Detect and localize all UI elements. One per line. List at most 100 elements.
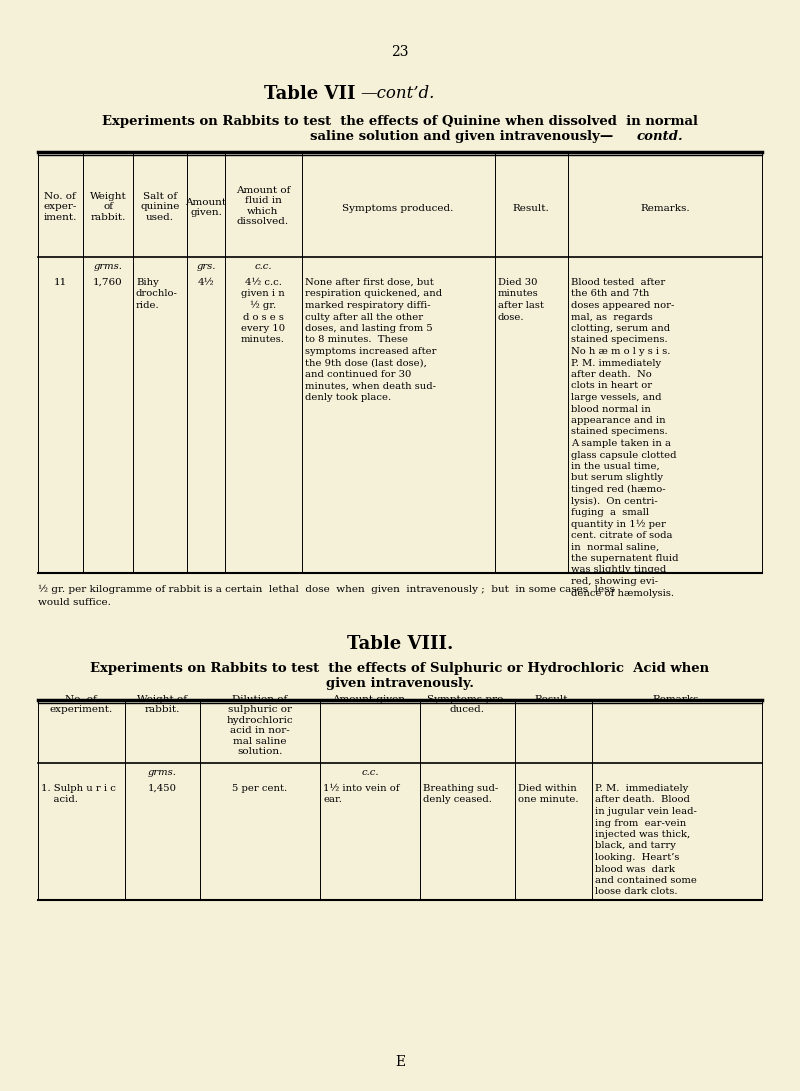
Text: Remarks.: Remarks. <box>640 204 690 213</box>
Text: appearance and in: appearance and in <box>571 416 666 425</box>
Text: 4½ c.c.: 4½ c.c. <box>245 278 282 287</box>
Text: Symptoms produced.: Symptoms produced. <box>342 204 454 213</box>
Text: dose.: dose. <box>498 312 525 322</box>
Text: 1,760: 1,760 <box>93 278 123 287</box>
Text: quantity in 1½ per: quantity in 1½ per <box>571 519 666 529</box>
Text: 5 per cent.: 5 per cent. <box>233 784 287 793</box>
Text: loose dark clots.: loose dark clots. <box>595 887 678 897</box>
Text: ing from  ear-vein: ing from ear-vein <box>595 818 686 827</box>
Text: No. of
exper-
iment.: No. of exper- iment. <box>43 192 77 221</box>
Text: grms.: grms. <box>147 768 177 777</box>
Text: was slightly tinged: was slightly tinged <box>571 565 666 575</box>
Text: in  normal saline,: in normal saline, <box>571 542 659 551</box>
Text: given i n: given i n <box>241 289 285 299</box>
Text: the 9th dose (last dose),: the 9th dose (last dose), <box>305 359 427 368</box>
Text: 1. Sulph u r i c: 1. Sulph u r i c <box>41 784 116 793</box>
Text: acid.: acid. <box>41 795 78 804</box>
Text: d o s e s: d o s e s <box>242 312 283 322</box>
Text: A sample taken in a: A sample taken in a <box>571 439 671 448</box>
Text: 11: 11 <box>54 278 66 287</box>
Text: to 8 minutes.  These: to 8 minutes. These <box>305 336 408 345</box>
Text: 1,450: 1,450 <box>147 784 177 793</box>
Text: saline solution and given intravenously—: saline solution and given intravenously— <box>310 130 614 143</box>
Text: Salt of
quinine
used.: Salt of quinine used. <box>140 192 180 221</box>
Text: No h æ m o l y s i s.: No h æ m o l y s i s. <box>571 347 670 356</box>
Text: ride.: ride. <box>136 301 160 310</box>
Text: after last: after last <box>498 301 544 310</box>
Text: blood normal in: blood normal in <box>571 405 651 413</box>
Text: clots in heart or: clots in heart or <box>571 382 652 391</box>
Text: symptoms increased after: symptoms increased after <box>305 347 437 356</box>
Text: in the usual time,: in the usual time, <box>571 461 660 471</box>
Text: cent. citrate of soda: cent. citrate of soda <box>571 531 673 540</box>
Text: would suffice.: would suffice. <box>38 598 111 607</box>
Text: but serum slightly: but serum slightly <box>571 473 663 482</box>
Text: —cont’d.: —cont’d. <box>360 85 434 101</box>
Text: one minute.: one minute. <box>518 795 578 804</box>
Text: injected was thick,: injected was thick, <box>595 830 690 839</box>
Text: the 6th and 7th: the 6th and 7th <box>571 289 650 299</box>
Text: lysis).  On centri-: lysis). On centri- <box>571 496 658 505</box>
Text: mal, as  regards: mal, as regards <box>571 312 653 322</box>
Text: Experiments on Rabbits to test  the effects of Quinine when dissolved  in normal: Experiments on Rabbits to test the effec… <box>102 115 698 128</box>
Text: large vessels, and: large vessels, and <box>571 393 662 401</box>
Text: Weight
of
rabbit.: Weight of rabbit. <box>90 192 126 221</box>
Text: Bihy: Bihy <box>136 278 158 287</box>
Text: and continued for 30: and continued for 30 <box>305 370 411 379</box>
Text: P. M.  immediately: P. M. immediately <box>595 784 688 793</box>
Text: P. M. immediately: P. M. immediately <box>571 359 661 368</box>
Text: stained specimens.: stained specimens. <box>571 336 668 345</box>
Text: Amount of
fluid in
which
dissolved.: Amount of fluid in which dissolved. <box>236 185 290 226</box>
Text: Died within: Died within <box>518 784 577 793</box>
Text: 4½: 4½ <box>198 278 214 287</box>
Text: 23: 23 <box>391 45 409 59</box>
Text: c.c.: c.c. <box>362 768 378 777</box>
Text: ½ gr. per kilogramme of rabbit is a certain  lethal  dose  when  given  intraven: ½ gr. per kilogramme of rabbit is a cert… <box>38 585 615 595</box>
Text: 1½ into vein of: 1½ into vein of <box>323 784 399 793</box>
Text: grs.: grs. <box>196 262 216 271</box>
Text: tinged red (hæmo-: tinged red (hæmo- <box>571 485 666 494</box>
Text: None after first dose, but: None after first dose, but <box>305 278 434 287</box>
Text: the supernatent fluid: the supernatent fluid <box>571 554 678 563</box>
Text: and contained some: and contained some <box>595 876 697 885</box>
Text: culty after all the other: culty after all the other <box>305 312 423 322</box>
Text: Result.: Result. <box>534 695 571 704</box>
Text: respiration quickened, and: respiration quickened, and <box>305 289 442 299</box>
Text: denly took place.: denly took place. <box>305 393 391 401</box>
Text: in jugular vein lead-: in jugular vein lead- <box>595 807 697 816</box>
Text: ½ gr.: ½ gr. <box>250 301 276 310</box>
Text: Blood tested  after: Blood tested after <box>571 278 666 287</box>
Text: Breathing sud-: Breathing sud- <box>423 784 498 793</box>
Text: Experiments on Rabbits to test  the effects of Sulphuric or Hydrochloric  Acid w: Experiments on Rabbits to test the effec… <box>90 662 710 675</box>
Text: Amount
given.: Amount given. <box>186 197 226 217</box>
Text: ear.: ear. <box>323 795 342 804</box>
Text: red, showing evi-: red, showing evi- <box>571 577 658 586</box>
Text: grms.: grms. <box>94 262 122 271</box>
Text: Amount given.: Amount given. <box>332 695 408 704</box>
Text: minutes.: minutes. <box>241 336 285 345</box>
Text: Died 30: Died 30 <box>498 278 538 287</box>
Text: c.c.: c.c. <box>254 262 272 271</box>
Text: No. of
experiment.: No. of experiment. <box>50 695 113 715</box>
Text: Table VII: Table VII <box>263 85 355 103</box>
Text: Table VIII.: Table VIII. <box>347 635 453 654</box>
Text: minutes: minutes <box>498 289 538 299</box>
Text: minutes, when death sud-: minutes, when death sud- <box>305 382 436 391</box>
Text: given intravenously.: given intravenously. <box>326 678 474 690</box>
Text: Weight of
rabbit.: Weight of rabbit. <box>137 695 187 715</box>
Text: every 10: every 10 <box>241 324 285 333</box>
Text: stained specimens.: stained specimens. <box>571 428 668 436</box>
Text: doses appeared nor-: doses appeared nor- <box>571 301 674 310</box>
Text: dence of hæmolysis.: dence of hæmolysis. <box>571 588 674 598</box>
Text: looking.  Heart’s: looking. Heart’s <box>595 853 679 862</box>
Text: drochlo-: drochlo- <box>136 289 178 299</box>
Text: denly ceased.: denly ceased. <box>423 795 492 804</box>
Text: after death.  No: after death. No <box>571 370 652 379</box>
Text: glass capsule clotted: glass capsule clotted <box>571 451 677 459</box>
Text: contd.: contd. <box>637 130 684 143</box>
Text: marked respiratory diffi-: marked respiratory diffi- <box>305 301 430 310</box>
Text: Dilution of
sulphuric or
hydrochloric
acid in nor-
mal saline
solution.: Dilution of sulphuric or hydrochloric ac… <box>226 695 294 756</box>
Text: black, and tarry: black, and tarry <box>595 841 676 851</box>
Text: Symptoms pro-
duced.: Symptoms pro- duced. <box>427 695 507 715</box>
Text: after death.  Blood: after death. Blood <box>595 795 690 804</box>
